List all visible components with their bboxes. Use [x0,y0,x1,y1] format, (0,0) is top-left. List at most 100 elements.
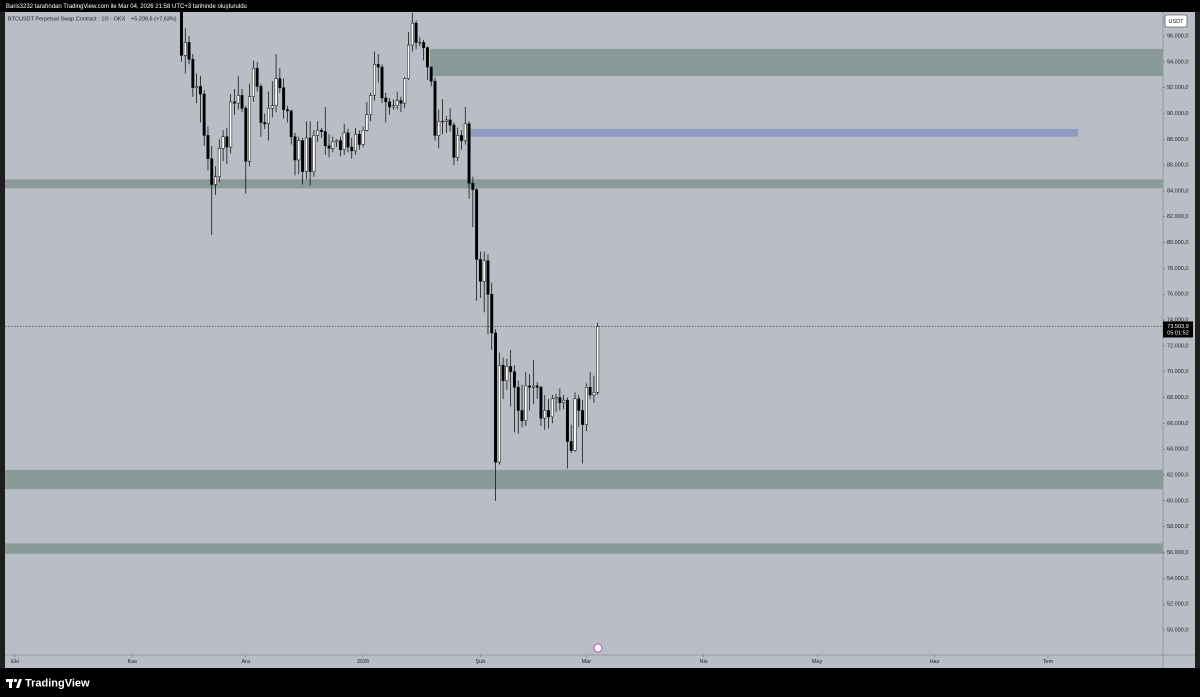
candle-body [418,42,422,44]
candle-body [505,366,509,382]
y-tick-label: 52.000,0 [1167,602,1188,608]
candle-body [460,135,463,141]
candle-body [255,68,259,87]
y-tick-label: 58.000,0 [1167,524,1188,530]
y-tick-label: 66.000,0 [1167,421,1188,427]
candle-body [414,22,418,43]
y-tick-label: 84.000,0 [1167,188,1188,194]
credit-text: Baris3232 tarafından TradingView.com ile… [6,4,247,10]
candle-body [437,120,441,136]
candle-body [282,87,286,110]
candle-body [550,398,554,418]
y-tick-label: 76.000,0 [1167,292,1188,298]
candle-body [380,66,384,99]
candle-body [308,137,312,172]
price-zone [5,469,1163,490]
candle-body [320,130,323,132]
y-tick-label: 54.000,0 [1167,576,1188,582]
candle-body [471,182,475,190]
y-tick-label: 56.000,0 [1167,550,1188,556]
candle-body [596,326,600,393]
candle-body [425,47,429,68]
x-tick-label: May [812,659,823,665]
candle-body [581,410,585,425]
candle-body [293,136,297,161]
candle-body [217,148,221,178]
candle-body [278,78,282,88]
candle-body [395,100,399,106]
candle-body [444,119,448,122]
candle-body [335,140,339,143]
candle-body [225,136,229,148]
candle-body [183,42,187,56]
y-tick-label: 62.000,0 [1167,472,1188,478]
candle-body [543,410,547,419]
y-tick-label: 82.000,0 [1167,214,1188,220]
candle-body [338,140,342,150]
x-tick-label: Haz [930,659,940,665]
candle-body [251,68,255,97]
candle-body [285,109,289,112]
price-zone [470,128,1079,137]
candle-body [490,293,494,334]
price-zone [5,179,1163,189]
candle-body [361,130,365,145]
candle-body [316,130,320,136]
candle-body [191,59,195,88]
candle-body [331,141,335,149]
candle-body [486,260,490,295]
candle-body [429,66,433,82]
candle-body [388,101,392,108]
candle-body [236,95,240,104]
candle-body [410,22,414,46]
candle-body [391,105,395,108]
candle-body [520,410,524,422]
y-tick-label: 92.000,0 [1167,85,1188,91]
candle-body [323,131,327,147]
last-price-box [1163,321,1193,338]
y-tick-label: 60.000,0 [1167,498,1188,504]
candle-body [565,399,569,442]
candle-body [274,78,278,106]
candle-body [373,64,376,96]
candle-body [304,137,308,172]
candle-body [195,86,199,88]
candle-body [259,86,263,123]
candle-body [221,136,225,149]
y-tick-label: 64.000,0 [1167,447,1188,453]
candle-body [214,176,217,185]
candle-body [528,385,532,388]
candle-body [244,108,248,162]
countdown-label: 05:01:52 [1167,330,1188,336]
y-tick-label: 94.000,0 [1167,59,1188,65]
candle-body [509,366,513,372]
candle-body [210,158,214,185]
candle-body [482,260,486,282]
candle-body [452,124,456,158]
candle-body [365,114,369,131]
y-tick-label: 74.000,0 [1167,318,1188,324]
candle-body [478,259,482,282]
candle-body [289,110,293,137]
brand-text: TradingView [25,677,90,689]
candle-body [547,410,550,418]
currency-box[interactable] [1164,14,1188,28]
axes: 50.000,0 52.000,0 54.000,0 56.000,0 58.000,0… [11,33,1193,665]
candle-body [524,385,528,422]
y-tick-label: 90.000,0 [1167,111,1188,117]
y-tick-label: 86.000,0 [1167,163,1188,169]
candle-body [248,96,252,162]
x-tick-label: Kas [128,659,138,665]
candle-body [301,140,305,172]
currency-label: USDT [1169,19,1185,25]
candle-body [433,80,437,136]
candle-body [494,332,497,463]
candle-body [573,398,577,451]
candle-body [267,108,270,125]
candle-body [327,145,331,149]
candle-body [233,101,236,104]
chart-background [5,12,1195,668]
candle-body [206,135,210,159]
candle-body [467,123,471,184]
event-marker[interactable] [593,643,603,653]
